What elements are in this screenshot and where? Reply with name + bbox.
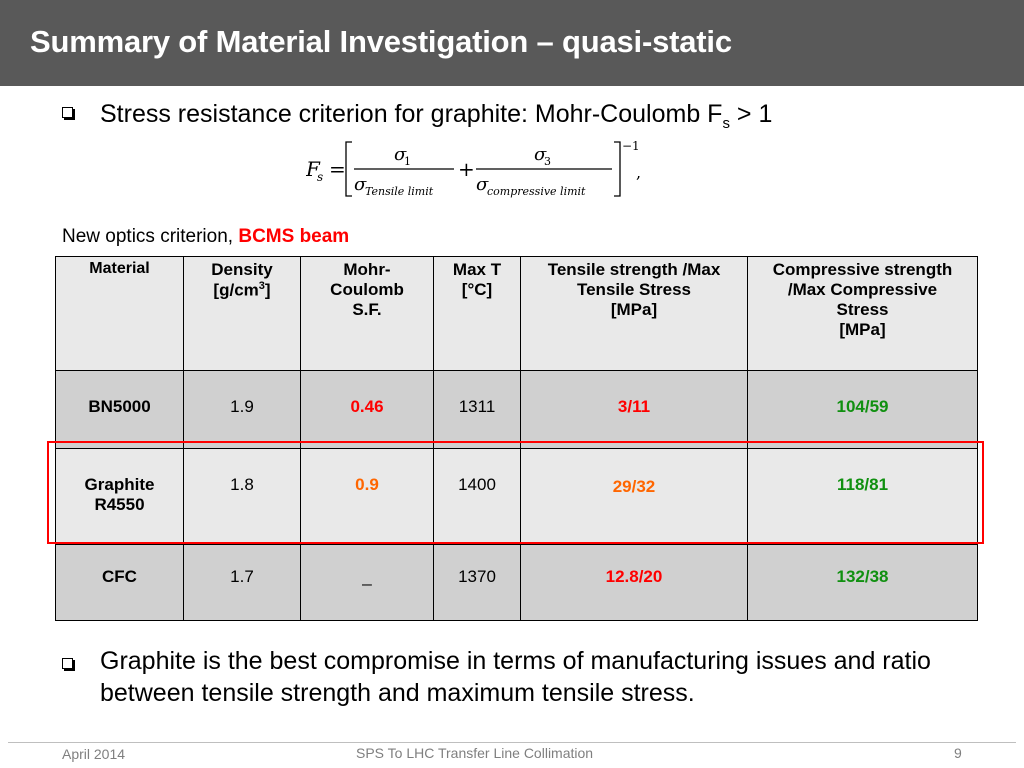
cell-tensile: 3/11 [520,370,748,449]
bullet-graphite-conclusion: Graphite is the best compromise in terms… [62,645,962,715]
table-header-row: Material Density [g/cm3] Mohr- Coulomb S.F.… [55,256,978,371]
formula-den2: σ [476,174,489,195]
cell-max-t: 1311 [433,370,521,449]
footer-date: April 2014 [62,746,126,762]
cell-mohr: 0.46 [300,370,434,449]
graphite-highlight-box [47,441,984,544]
cell-material: CFC [55,544,184,621]
optics-criterion-label: New optics criterion, BCMS beam [62,226,350,247]
svg-text:+: + [458,157,475,181]
cell-material: Graphite R4550 [55,448,184,545]
formula-num1-sub: 1 [404,155,411,168]
table-row: Graphite R4550 1.8 0.9 1400 29/32 118/81 [55,448,978,545]
cell-tensile: 12.8/20 [520,544,748,621]
formula-den1: σ [354,174,367,195]
header-compressive: Compressive strength/Max Compressive Stre… [747,256,978,371]
bcms-beam-highlight: BCMS beam [238,226,350,247]
table-row: CFC 1.7 _ 1370 12.8/20 132/38 [55,544,978,621]
cell-density: 1.9 [183,370,301,449]
cell-compressive: 104/59 [747,370,978,449]
cell-max-t: 1370 [433,544,521,621]
cell-density: 1.7 [183,544,301,621]
footer-title: SPS To LHC Transfer Line Collimation [356,745,594,761]
formula-den2-sub: compressive limit [487,185,586,198]
table-row: BN5000 1.9 0.46 1311 3/11 104/59 [55,370,978,449]
bullet-text: Stress resistance criterion for graphite… [100,100,773,132]
header-mohr-coulomb: Mohr- Coulomb S.F. [300,256,434,371]
slide-title: Summary of Material Investigation – quas… [30,24,732,59]
square-bullet-icon [62,107,73,118]
bullet-mohr-coulomb: Stress resistance criterion for graphite… [62,98,962,132]
formula-trailing: , [636,163,641,182]
svg-text:=: = [329,157,346,181]
header-tensile: Tensile strength /Max Tensile Stress [MPa] [520,256,748,371]
cell-compressive: 118/81 [747,448,978,545]
material-table: Material Density [g/cm3] Mohr- Coulomb S.F.… [55,256,978,621]
cell-material: BN5000 [55,370,184,449]
formula-exponent: −1 [622,139,640,153]
formula-num2-sub: 3 [544,155,551,168]
cell-density: 1.8 [183,448,301,545]
mohr-coulomb-formula: F s = σ 1 σ Tensile limit + σ 3 σ compre… [306,139,641,198]
footer-divider [8,742,1016,743]
title-bar [0,0,1024,86]
formula-lhs: F [306,157,321,181]
header-max-t: Max T [°C] [433,256,521,371]
cell-tensile: 29/32 [520,448,748,545]
formula-num2: σ [534,144,547,165]
formula-den1-sub: Tensile limit [365,185,434,198]
header-density: Density [g/cm3] [183,256,301,371]
page-number: 9 [954,745,962,761]
cell-max-t: 1400 [433,448,521,545]
bullet-text: Graphite is the best compromise in terms… [100,647,931,707]
cell-compressive: 132/38 [747,544,978,621]
cell-mohr: _ [300,544,434,621]
square-bullet-icon [62,658,73,669]
formula-num1: σ [394,144,407,165]
cell-mohr: 0.9 [300,448,434,545]
header-material: Material [55,256,184,371]
formula-lhs-sub: s [317,170,323,184]
